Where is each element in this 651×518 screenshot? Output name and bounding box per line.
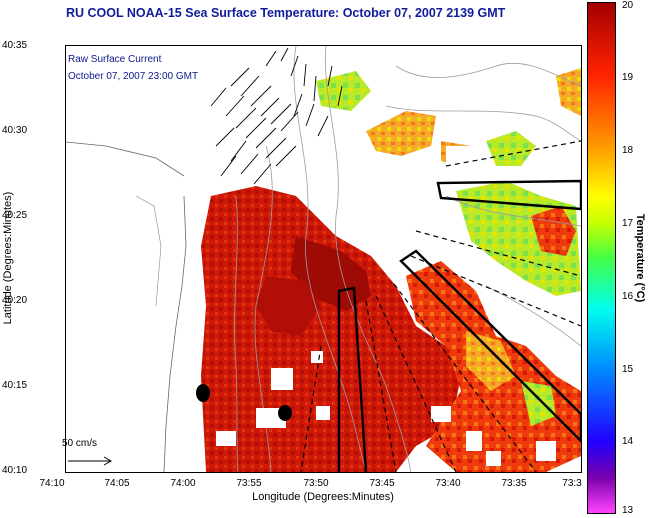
y-tick: 40:30 xyxy=(2,125,28,136)
y-tick: 40:25 xyxy=(2,210,28,221)
x-tick: 74:10 xyxy=(39,478,65,489)
scale-label: 50 cm/s xyxy=(62,438,98,449)
cloud-gaps xyxy=(161,146,556,466)
y-tick: 40:15 xyxy=(2,380,28,391)
x-tick: 74:00 xyxy=(170,478,196,489)
current-vectors xyxy=(210,47,343,185)
transect-boxes xyxy=(337,179,581,472)
y-tick: 40:35 xyxy=(2,40,28,51)
x-tick: 73:40 xyxy=(435,478,461,489)
x-tick: 73:45 xyxy=(369,478,395,489)
sst-map-svg xyxy=(66,46,581,472)
x-tick: 74:05 xyxy=(104,478,130,489)
current-legend-line2: October 07, 2007 23:00 GMT xyxy=(68,71,199,82)
land xyxy=(66,46,296,472)
x-tick: 73:35 xyxy=(501,478,527,489)
x-tick: 73:3 xyxy=(562,478,582,489)
sst-map-panel xyxy=(65,45,582,473)
colorbar-label: Temperature (°C) xyxy=(634,213,646,303)
map-title: RU COOL NOAA-15 Sea Surface Temperature:… xyxy=(66,6,506,20)
colorbar-tick: 16 xyxy=(622,291,634,302)
colorbar-tick: 20 xyxy=(622,0,634,11)
x-axis-label: Longitude (Degrees:Minutes) xyxy=(252,491,394,503)
colorbar-tick: 14 xyxy=(622,436,634,447)
colorbar-tick: 17 xyxy=(622,218,634,229)
colorbar-tick: 18 xyxy=(622,145,634,156)
radial-lines xyxy=(300,140,581,472)
x-tick: 73:50 xyxy=(303,478,329,489)
y-tick: 40:10 xyxy=(2,465,28,476)
colorbar-tick: 13 xyxy=(622,505,634,516)
colorbar-tick: 15 xyxy=(622,364,634,375)
station-markers xyxy=(196,384,292,421)
y-tick: 40:20 xyxy=(2,295,28,306)
current-legend-line1: Raw Surface Current xyxy=(68,54,162,65)
scale-arrow xyxy=(68,456,113,466)
x-tick: 73:55 xyxy=(236,478,262,489)
colorbar-tick: 19 xyxy=(622,72,634,83)
temperature-colorbar xyxy=(587,2,616,514)
